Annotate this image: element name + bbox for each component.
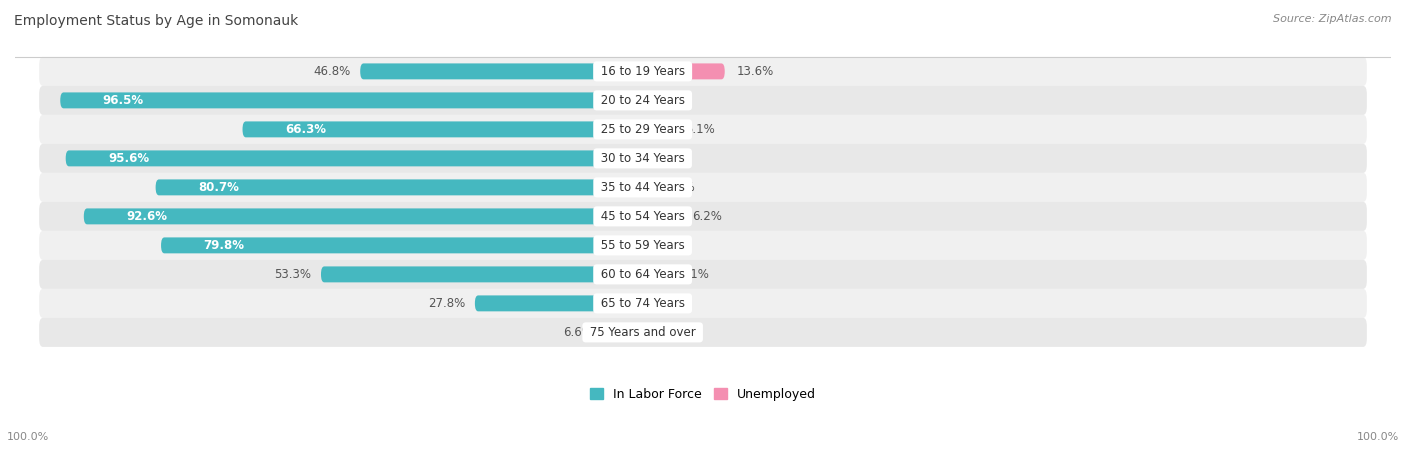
- Text: 5.1%: 5.1%: [686, 123, 716, 136]
- FancyBboxPatch shape: [39, 173, 1367, 202]
- FancyBboxPatch shape: [643, 179, 654, 195]
- Text: 0.0%: 0.0%: [655, 239, 685, 252]
- Text: 75 Years and over: 75 Years and over: [586, 326, 699, 339]
- FancyBboxPatch shape: [643, 208, 681, 224]
- Text: 55 to 59 Years: 55 to 59 Years: [598, 239, 689, 252]
- FancyBboxPatch shape: [60, 92, 643, 108]
- FancyBboxPatch shape: [360, 64, 643, 79]
- Legend: In Labor Force, Unemployed: In Labor Force, Unemployed: [591, 388, 815, 401]
- FancyBboxPatch shape: [242, 121, 643, 138]
- FancyBboxPatch shape: [643, 267, 668, 282]
- Text: 53.3%: 53.3%: [274, 268, 311, 281]
- Text: 92.6%: 92.6%: [127, 210, 167, 223]
- FancyBboxPatch shape: [321, 267, 643, 282]
- Text: Employment Status by Age in Somonauk: Employment Status by Age in Somonauk: [14, 14, 298, 28]
- Text: 45 to 54 Years: 45 to 54 Years: [596, 210, 689, 223]
- Text: 95.6%: 95.6%: [108, 152, 149, 165]
- Text: 79.8%: 79.8%: [204, 239, 245, 252]
- Text: 96.5%: 96.5%: [103, 94, 143, 107]
- Text: 16 to 19 Years: 16 to 19 Years: [596, 65, 689, 78]
- Text: 100.0%: 100.0%: [1357, 432, 1399, 442]
- FancyBboxPatch shape: [643, 121, 673, 138]
- Text: 27.8%: 27.8%: [427, 297, 465, 310]
- FancyBboxPatch shape: [39, 289, 1367, 318]
- FancyBboxPatch shape: [39, 115, 1367, 144]
- Text: 100.0%: 100.0%: [7, 432, 49, 442]
- Text: 80.7%: 80.7%: [198, 181, 239, 194]
- Text: 6.2%: 6.2%: [692, 210, 723, 223]
- FancyBboxPatch shape: [39, 202, 1367, 231]
- Text: 60 to 64 Years: 60 to 64 Years: [596, 268, 689, 281]
- Text: 0.0%: 0.0%: [655, 94, 685, 107]
- FancyBboxPatch shape: [39, 57, 1367, 86]
- FancyBboxPatch shape: [84, 208, 643, 224]
- Text: 25 to 29 Years: 25 to 29 Years: [596, 123, 689, 136]
- FancyBboxPatch shape: [39, 144, 1367, 173]
- Text: 35 to 44 Years: 35 to 44 Years: [596, 181, 689, 194]
- FancyBboxPatch shape: [66, 150, 643, 166]
- FancyBboxPatch shape: [39, 260, 1367, 289]
- FancyBboxPatch shape: [156, 179, 643, 195]
- Text: 13.6%: 13.6%: [737, 65, 775, 78]
- Text: 30 to 34 Years: 30 to 34 Years: [598, 152, 689, 165]
- Text: 20 to 24 Years: 20 to 24 Years: [596, 94, 689, 107]
- Text: 0.0%: 0.0%: [655, 297, 685, 310]
- Text: 1.8%: 1.8%: [665, 181, 696, 194]
- Text: 66.3%: 66.3%: [285, 123, 326, 136]
- FancyBboxPatch shape: [39, 231, 1367, 260]
- FancyBboxPatch shape: [162, 237, 643, 253]
- Text: 46.8%: 46.8%: [314, 65, 350, 78]
- FancyBboxPatch shape: [643, 64, 724, 79]
- FancyBboxPatch shape: [39, 318, 1367, 347]
- FancyBboxPatch shape: [603, 324, 643, 341]
- FancyBboxPatch shape: [39, 86, 1367, 115]
- Text: 0.0%: 0.0%: [655, 326, 685, 339]
- Text: 0.0%: 0.0%: [655, 152, 685, 165]
- Text: Source: ZipAtlas.com: Source: ZipAtlas.com: [1274, 14, 1392, 23]
- Text: 4.1%: 4.1%: [679, 268, 710, 281]
- Text: 6.6%: 6.6%: [564, 326, 593, 339]
- FancyBboxPatch shape: [475, 295, 643, 311]
- Text: 65 to 74 Years: 65 to 74 Years: [596, 297, 689, 310]
